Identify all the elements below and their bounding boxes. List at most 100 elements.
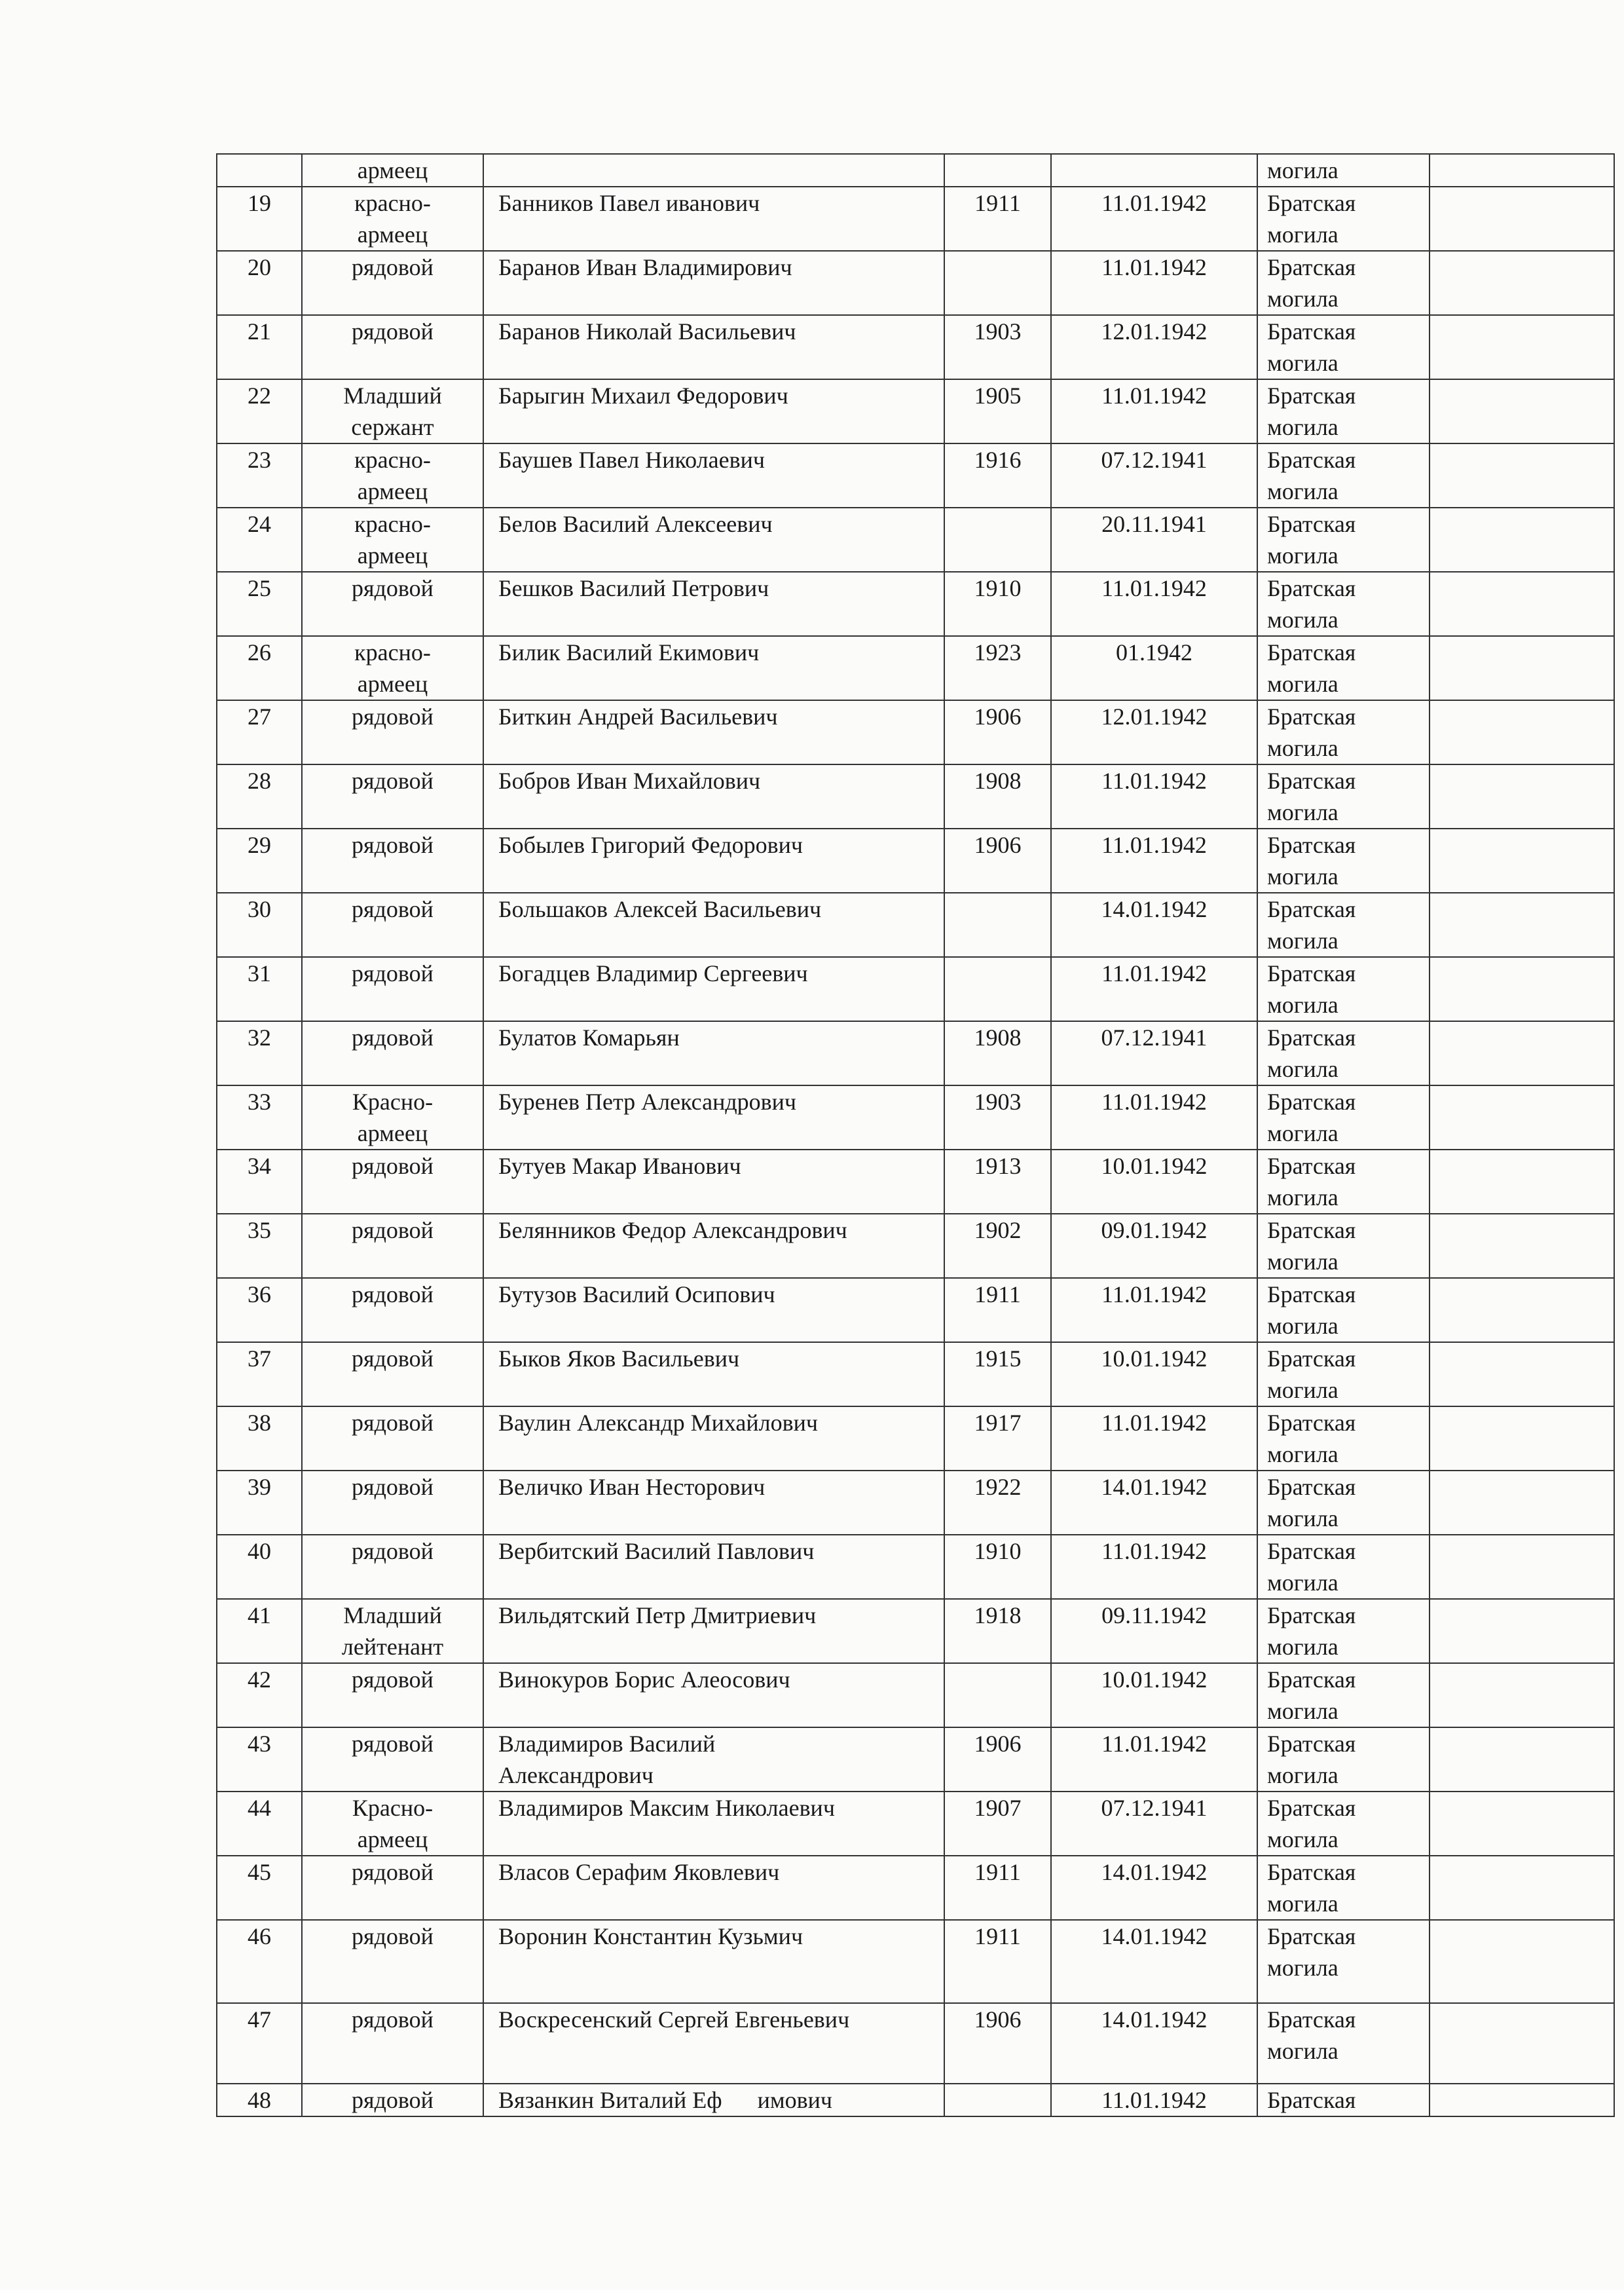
note-cell <box>1429 1021 1615 1086</box>
table-row: 40 рядовой Вербитский Василий Павлович 1910… <box>216 1534 1615 1600</box>
death-date-cell <box>1050 153 1258 187</box>
birth-year-cell: 1922 <box>944 1470 1052 1535</box>
table-row: 34 рядовой Бутуев Макар Иванович 1913 10.01.… <box>216 1149 1615 1214</box>
note-cell <box>1429 379 1615 444</box>
full-name-cell: Быков Яков Васильевич <box>483 1342 945 1407</box>
burial-place-cell: Братская могила <box>1257 1919 1430 2004</box>
full-name-cell: Барыгин Михаил Федорович <box>483 379 945 444</box>
full-name-cell: Ваулин Александр Михайлович <box>483 1406 945 1471</box>
burial-place-cell: Братская могила <box>1257 507 1430 572</box>
table-row: 26 красно- армеец Билик Василий Екимович 19… <box>216 635 1615 701</box>
rank-cell: рядовой <box>301 1406 484 1471</box>
rank-cell: рядовой <box>301 571 484 637</box>
burial-place-cell: Братская могила <box>1257 1791 1430 1856</box>
birth-year-cell <box>944 892 1052 958</box>
birth-year-cell: 1911 <box>944 1919 1052 2004</box>
row-number-cell: 26 <box>216 635 303 701</box>
row-number-cell: 44 <box>216 1791 303 1856</box>
full-name-cell: Воскресенский Сергей Евгеньевич <box>483 2002 945 2084</box>
row-number-cell: 32 <box>216 1021 303 1086</box>
rank-cell: Красно- армеец <box>301 1085 484 1150</box>
note-cell <box>1429 1855 1615 1921</box>
rank-cell: рядовой <box>301 1213 484 1279</box>
rank-cell: красно- армеец <box>301 635 484 701</box>
table-row: 24 красно- армеец Белов Василий Алексеевич… <box>216 507 1615 572</box>
death-date-cell: 11.01.1942 <box>1050 828 1258 893</box>
death-date-cell: 14.01.1942 <box>1050 1855 1258 1921</box>
note-cell <box>1429 828 1615 893</box>
birth-year-cell <box>944 1662 1052 1728</box>
burial-place-cell: Братская могила <box>1257 250 1430 316</box>
table-row: 31 рядовой Богадцев Владимир Сергеевич 11.0… <box>216 956 1615 1022</box>
birth-year-cell: 1906 <box>944 1727 1052 1792</box>
note-cell <box>1429 1213 1615 1279</box>
death-date-cell: 12.01.1942 <box>1050 700 1258 765</box>
table-row: 42 рядовой Винокуров Борис Алеосович 10.01.… <box>216 1662 1615 1728</box>
death-date-cell: 10.01.1942 <box>1050 1342 1258 1407</box>
table-row: 38 рядовой Ваулин Александр Михайлович 1917… <box>216 1406 1615 1471</box>
full-name-cell: Бутузов Василий Осипович <box>483 1277 945 1343</box>
note-cell <box>1429 1727 1615 1792</box>
death-date-cell: 10.01.1942 <box>1050 1662 1258 1728</box>
note-cell <box>1429 892 1615 958</box>
rank-cell: Младший сержант <box>301 379 484 444</box>
rank-cell: рядовой <box>301 764 484 829</box>
death-date-cell: 10.01.1942 <box>1050 1149 1258 1214</box>
rank-cell: рядовой <box>301 2002 484 2084</box>
note-cell <box>1429 1342 1615 1407</box>
rank-cell: красно- армеец <box>301 507 484 572</box>
birth-year-cell <box>944 153 1052 187</box>
rank-cell: рядовой <box>301 1534 484 1600</box>
full-name-cell: Вербитский Василий Павлович <box>483 1534 945 1600</box>
note-cell <box>1429 2002 1615 2084</box>
note-cell <box>1429 314 1615 380</box>
death-date-cell: 11.01.1942 <box>1050 250 1258 316</box>
row-number-cell: 45 <box>216 1855 303 1921</box>
burial-place-cell: Братская могила <box>1257 1085 1430 1150</box>
death-date-cell: 11.01.1942 <box>1050 956 1258 1022</box>
burial-place-cell: Братская могила <box>1257 1470 1430 1535</box>
death-date-cell: 11.01.1942 <box>1050 1534 1258 1600</box>
death-date-cell: 01.1942 <box>1050 635 1258 701</box>
row-number-cell <box>216 153 303 187</box>
table-row: 27 рядовой Биткин Андрей Васильевич 1906 12.… <box>216 700 1615 765</box>
row-number-cell: 21 <box>216 314 303 380</box>
rank-cell: рядовой <box>301 1149 484 1214</box>
table-row: 37 рядовой Быков Яков Васильевич 1915 10.01.… <box>216 1342 1615 1407</box>
death-date-cell: 07.12.1941 <box>1050 1021 1258 1086</box>
table-row: 21 рядовой Баранов Николай Васильевич 1903 1… <box>216 314 1615 380</box>
row-number-cell: 39 <box>216 1470 303 1535</box>
row-number-cell: 46 <box>216 1919 303 2004</box>
row-number-cell: 25 <box>216 571 303 637</box>
full-name-cell: Бобров Иван Михайлович <box>483 764 945 829</box>
burial-place-cell: Братская <box>1257 2083 1430 2117</box>
birth-year-cell: 1911 <box>944 1277 1052 1343</box>
birth-year-cell: 1923 <box>944 635 1052 701</box>
burial-place-cell: Братская могила <box>1257 956 1430 1022</box>
rank-cell: рядовой <box>301 250 484 316</box>
death-date-cell: 20.11.1941 <box>1050 507 1258 572</box>
death-date-cell: 11.01.1942 <box>1050 1085 1258 1150</box>
birth-year-cell: 1913 <box>944 1149 1052 1214</box>
table-row: 25 рядовой Бешков Василий Петрович 1910 11.0… <box>216 571 1615 637</box>
row-number-cell: 33 <box>216 1085 303 1150</box>
burial-place-cell: Братская могила <box>1257 1021 1430 1086</box>
rank-cell: Красно- армеец <box>301 1791 484 1856</box>
row-number-cell: 22 <box>216 379 303 444</box>
death-date-cell: 11.01.1942 <box>1050 2083 1258 2117</box>
death-date-cell: 11.01.1942 <box>1050 1727 1258 1792</box>
note-cell <box>1429 1277 1615 1343</box>
note-cell <box>1429 1149 1615 1214</box>
birth-year-cell: 1908 <box>944 1021 1052 1086</box>
note-cell <box>1429 153 1615 187</box>
birth-year-cell: 1910 <box>944 571 1052 637</box>
burial-place-cell: Братская могила <box>1257 764 1430 829</box>
rank-cell: рядовой <box>301 700 484 765</box>
burial-place-cell: Братская могила <box>1257 1598 1430 1664</box>
note-cell <box>1429 764 1615 829</box>
birth-year-cell: 1916 <box>944 443 1052 508</box>
birth-year-cell: 1911 <box>944 1855 1052 1921</box>
row-number-cell: 23 <box>216 443 303 508</box>
note-cell <box>1429 700 1615 765</box>
burial-list-table: армеец могила 19 красно- армеец Банников Пав… <box>216 153 1615 2117</box>
